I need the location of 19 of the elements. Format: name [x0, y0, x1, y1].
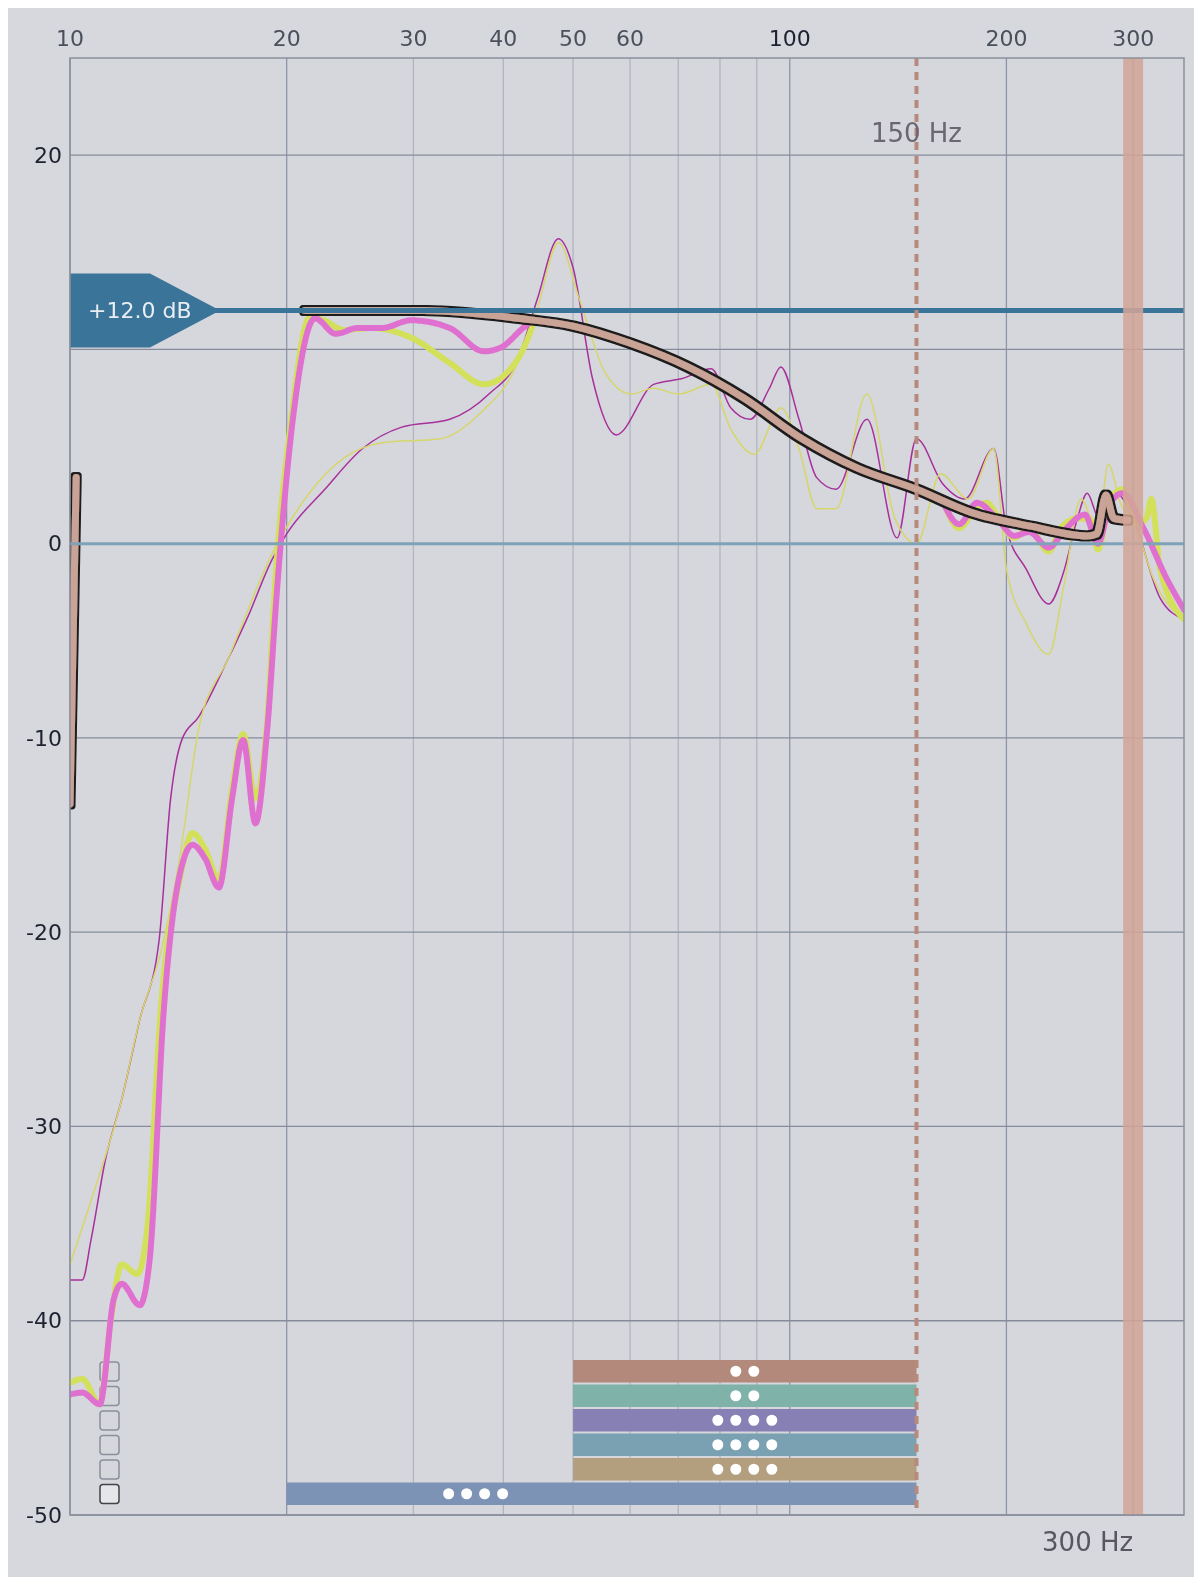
x-tick-label: 20 [272, 26, 301, 51]
x-tick-label: 300 [1112, 26, 1155, 51]
x-tick-label: 100 [768, 26, 811, 51]
x-tick-label: 60 [616, 26, 645, 51]
x-tick-label: 50 [559, 26, 588, 51]
ref-line-label: 150 Hz [870, 118, 963, 148]
y-tick-label: -10 [26, 725, 62, 751]
y-tick-label: -20 [26, 919, 62, 945]
y-tick-label: -30 [26, 1114, 62, 1140]
x-tick-label: 10 [56, 26, 84, 51]
ref-line-label: 300 Hz [1042, 1527, 1134, 1557]
x-tick-label: 200 [985, 26, 1028, 51]
ref-line-label: +12.0 dB [88, 298, 192, 324]
y-tick-label: -50 [26, 1502, 62, 1528]
x-tick-label: 30 [399, 26, 428, 51]
y-tick-label: -40 [26, 1308, 62, 1334]
y-tick-label: 0 [48, 531, 62, 557]
y-tick-label: 20 [34, 142, 62, 168]
x-tick-label: 40 [489, 26, 518, 51]
